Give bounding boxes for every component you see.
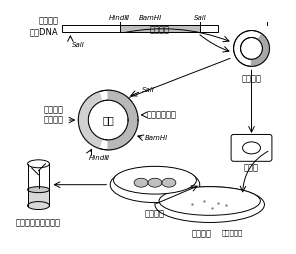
Ellipse shape <box>110 167 200 203</box>
Ellipse shape <box>134 178 148 187</box>
Ellipse shape <box>114 166 197 194</box>
Text: 抗盐基因: 抗盐基因 <box>150 25 170 34</box>
Text: 重组质粒: 重组质粒 <box>242 74 261 83</box>
Ellipse shape <box>28 187 49 193</box>
Text: BamHⅠ: BamHⅠ <box>139 15 162 21</box>
Polygon shape <box>108 90 138 150</box>
Ellipse shape <box>242 142 260 154</box>
Text: HindⅢ: HindⅢ <box>89 155 110 161</box>
Text: SalⅠ: SalⅠ <box>72 42 85 48</box>
Bar <box>120 25 200 32</box>
Ellipse shape <box>162 178 176 187</box>
Ellipse shape <box>148 178 162 187</box>
Ellipse shape <box>155 187 264 223</box>
Polygon shape <box>252 34 269 66</box>
Text: 含抗盐基
因的DNA: 含抗盐基 因的DNA <box>30 17 58 36</box>
Text: 抗四环素基因: 抗四环素基因 <box>147 110 176 119</box>
Circle shape <box>78 90 138 150</box>
Ellipse shape <box>159 187 260 215</box>
Circle shape <box>241 38 263 59</box>
Circle shape <box>88 100 128 140</box>
Text: 生命的图案: 生命的图案 <box>222 229 243 236</box>
Polygon shape <box>78 92 102 148</box>
Text: 愈伤组织: 愈伤组织 <box>145 210 165 218</box>
Bar <box>28 190 49 205</box>
Text: 质粒: 质粒 <box>102 115 114 125</box>
Bar <box>62 25 218 32</box>
Text: 转基因抗盐烟草幼苗: 转基因抗盐烟草幼苗 <box>16 218 61 228</box>
Text: SalⅠ: SalⅠ <box>142 87 155 93</box>
Text: 抗氨苄青
霉素基因: 抗氨苄青 霉素基因 <box>44 105 64 125</box>
Ellipse shape <box>28 202 49 210</box>
Text: BamHⅠ: BamHⅠ <box>145 135 168 141</box>
Text: SalⅠ: SalⅠ <box>194 15 207 21</box>
FancyBboxPatch shape <box>231 134 272 161</box>
Text: 烟草细胞: 烟草细胞 <box>192 229 212 239</box>
Ellipse shape <box>28 160 49 168</box>
Circle shape <box>234 30 269 66</box>
Text: 农杆菌: 农杆菌 <box>244 164 259 173</box>
Text: HindⅢ: HindⅢ <box>109 15 130 21</box>
